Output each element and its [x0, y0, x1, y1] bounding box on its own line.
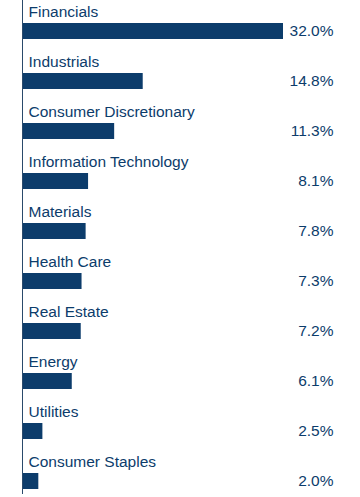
svg-text:6.1%: 6.1% — [298, 372, 334, 389]
svg-text:Consumer Staples: Consumer Staples — [29, 453, 157, 470]
svg-text:Industrials: Industrials — [29, 53, 100, 70]
svg-text:7.3%: 7.3% — [298, 272, 334, 289]
svg-text:Health Care: Health Care — [29, 253, 112, 270]
svg-text:32.0%: 32.0% — [290, 22, 334, 39]
svg-text:7.8%: 7.8% — [298, 222, 334, 239]
svg-text:Financials: Financials — [29, 3, 99, 20]
svg-text:14.8%: 14.8% — [290, 72, 334, 89]
svg-text:7.2%: 7.2% — [298, 322, 334, 339]
svg-text:Utilities: Utilities — [29, 403, 79, 420]
svg-text:Information Technology: Information Technology — [29, 153, 189, 170]
svg-text:2.5%: 2.5% — [298, 422, 334, 439]
svg-text:11.3%: 11.3% — [291, 122, 334, 139]
svg-text:Consumer Discretionary: Consumer Discretionary — [29, 103, 195, 120]
svg-text:8.1%: 8.1% — [298, 172, 334, 189]
svg-text:Energy: Energy — [29, 353, 78, 370]
svg-text:Real Estate: Real Estate — [29, 303, 109, 320]
svg-text:2.0%: 2.0% — [298, 472, 334, 489]
svg-text:Materials: Materials — [29, 203, 92, 220]
